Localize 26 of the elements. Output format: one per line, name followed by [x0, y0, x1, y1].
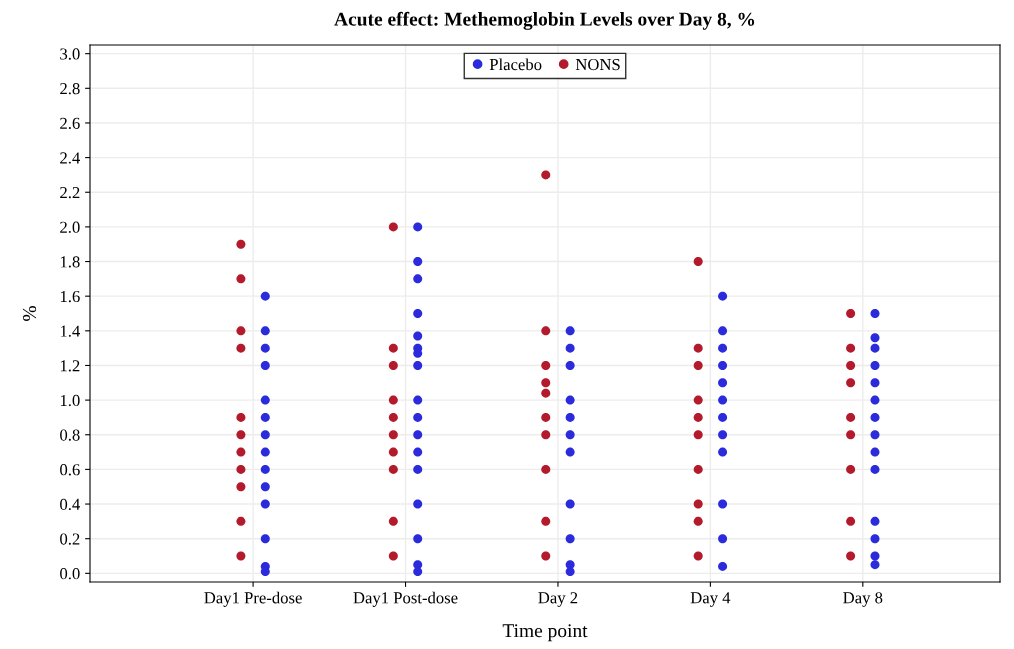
x-tick-label: Day 2	[538, 592, 578, 607]
y-tick-label: 0.2	[60, 533, 80, 545]
y-tick-label: 1.8	[60, 256, 80, 268]
x-tick-label: Day1 Pre-dose	[204, 591, 302, 607]
legend-label: Placebo	[489, 58, 542, 71]
x-tick-label: Day 8	[843, 592, 883, 607]
y-tick-label: 0.0	[60, 568, 80, 580]
legend-label: NONS	[575, 58, 620, 71]
x-tick-label: Day 4	[690, 592, 731, 607]
y-tick-label: 1.0	[60, 394, 80, 407]
y-tick-label: 0.8	[60, 429, 80, 441]
x-tick-label: Day1 Post-dose	[353, 591, 458, 607]
y-axis-title: %	[22, 306, 37, 321]
y-tick-label: 2.2	[60, 186, 80, 199]
y-tick-label: 1.4	[60, 325, 81, 337]
y-tick-label: 2.6	[60, 117, 80, 129]
y-tick-label: 2.0	[60, 221, 80, 233]
chart-title: Acute effect: Methemoglobin Levels over Day 8, %	[334, 11, 755, 30]
y-tick-label: 1.6	[60, 290, 80, 303]
x-axis-title: Time point	[502, 624, 588, 642]
y-tick-label: 3.0	[60, 48, 80, 60]
y-tick-label: 2.8	[60, 83, 80, 95]
y-tick-label: 0.4	[60, 498, 81, 511]
y-tick-label: 2.4	[60, 152, 81, 164]
y-tick-label: 1.2	[60, 360, 80, 372]
y-tick-label: 0.6	[60, 464, 80, 476]
